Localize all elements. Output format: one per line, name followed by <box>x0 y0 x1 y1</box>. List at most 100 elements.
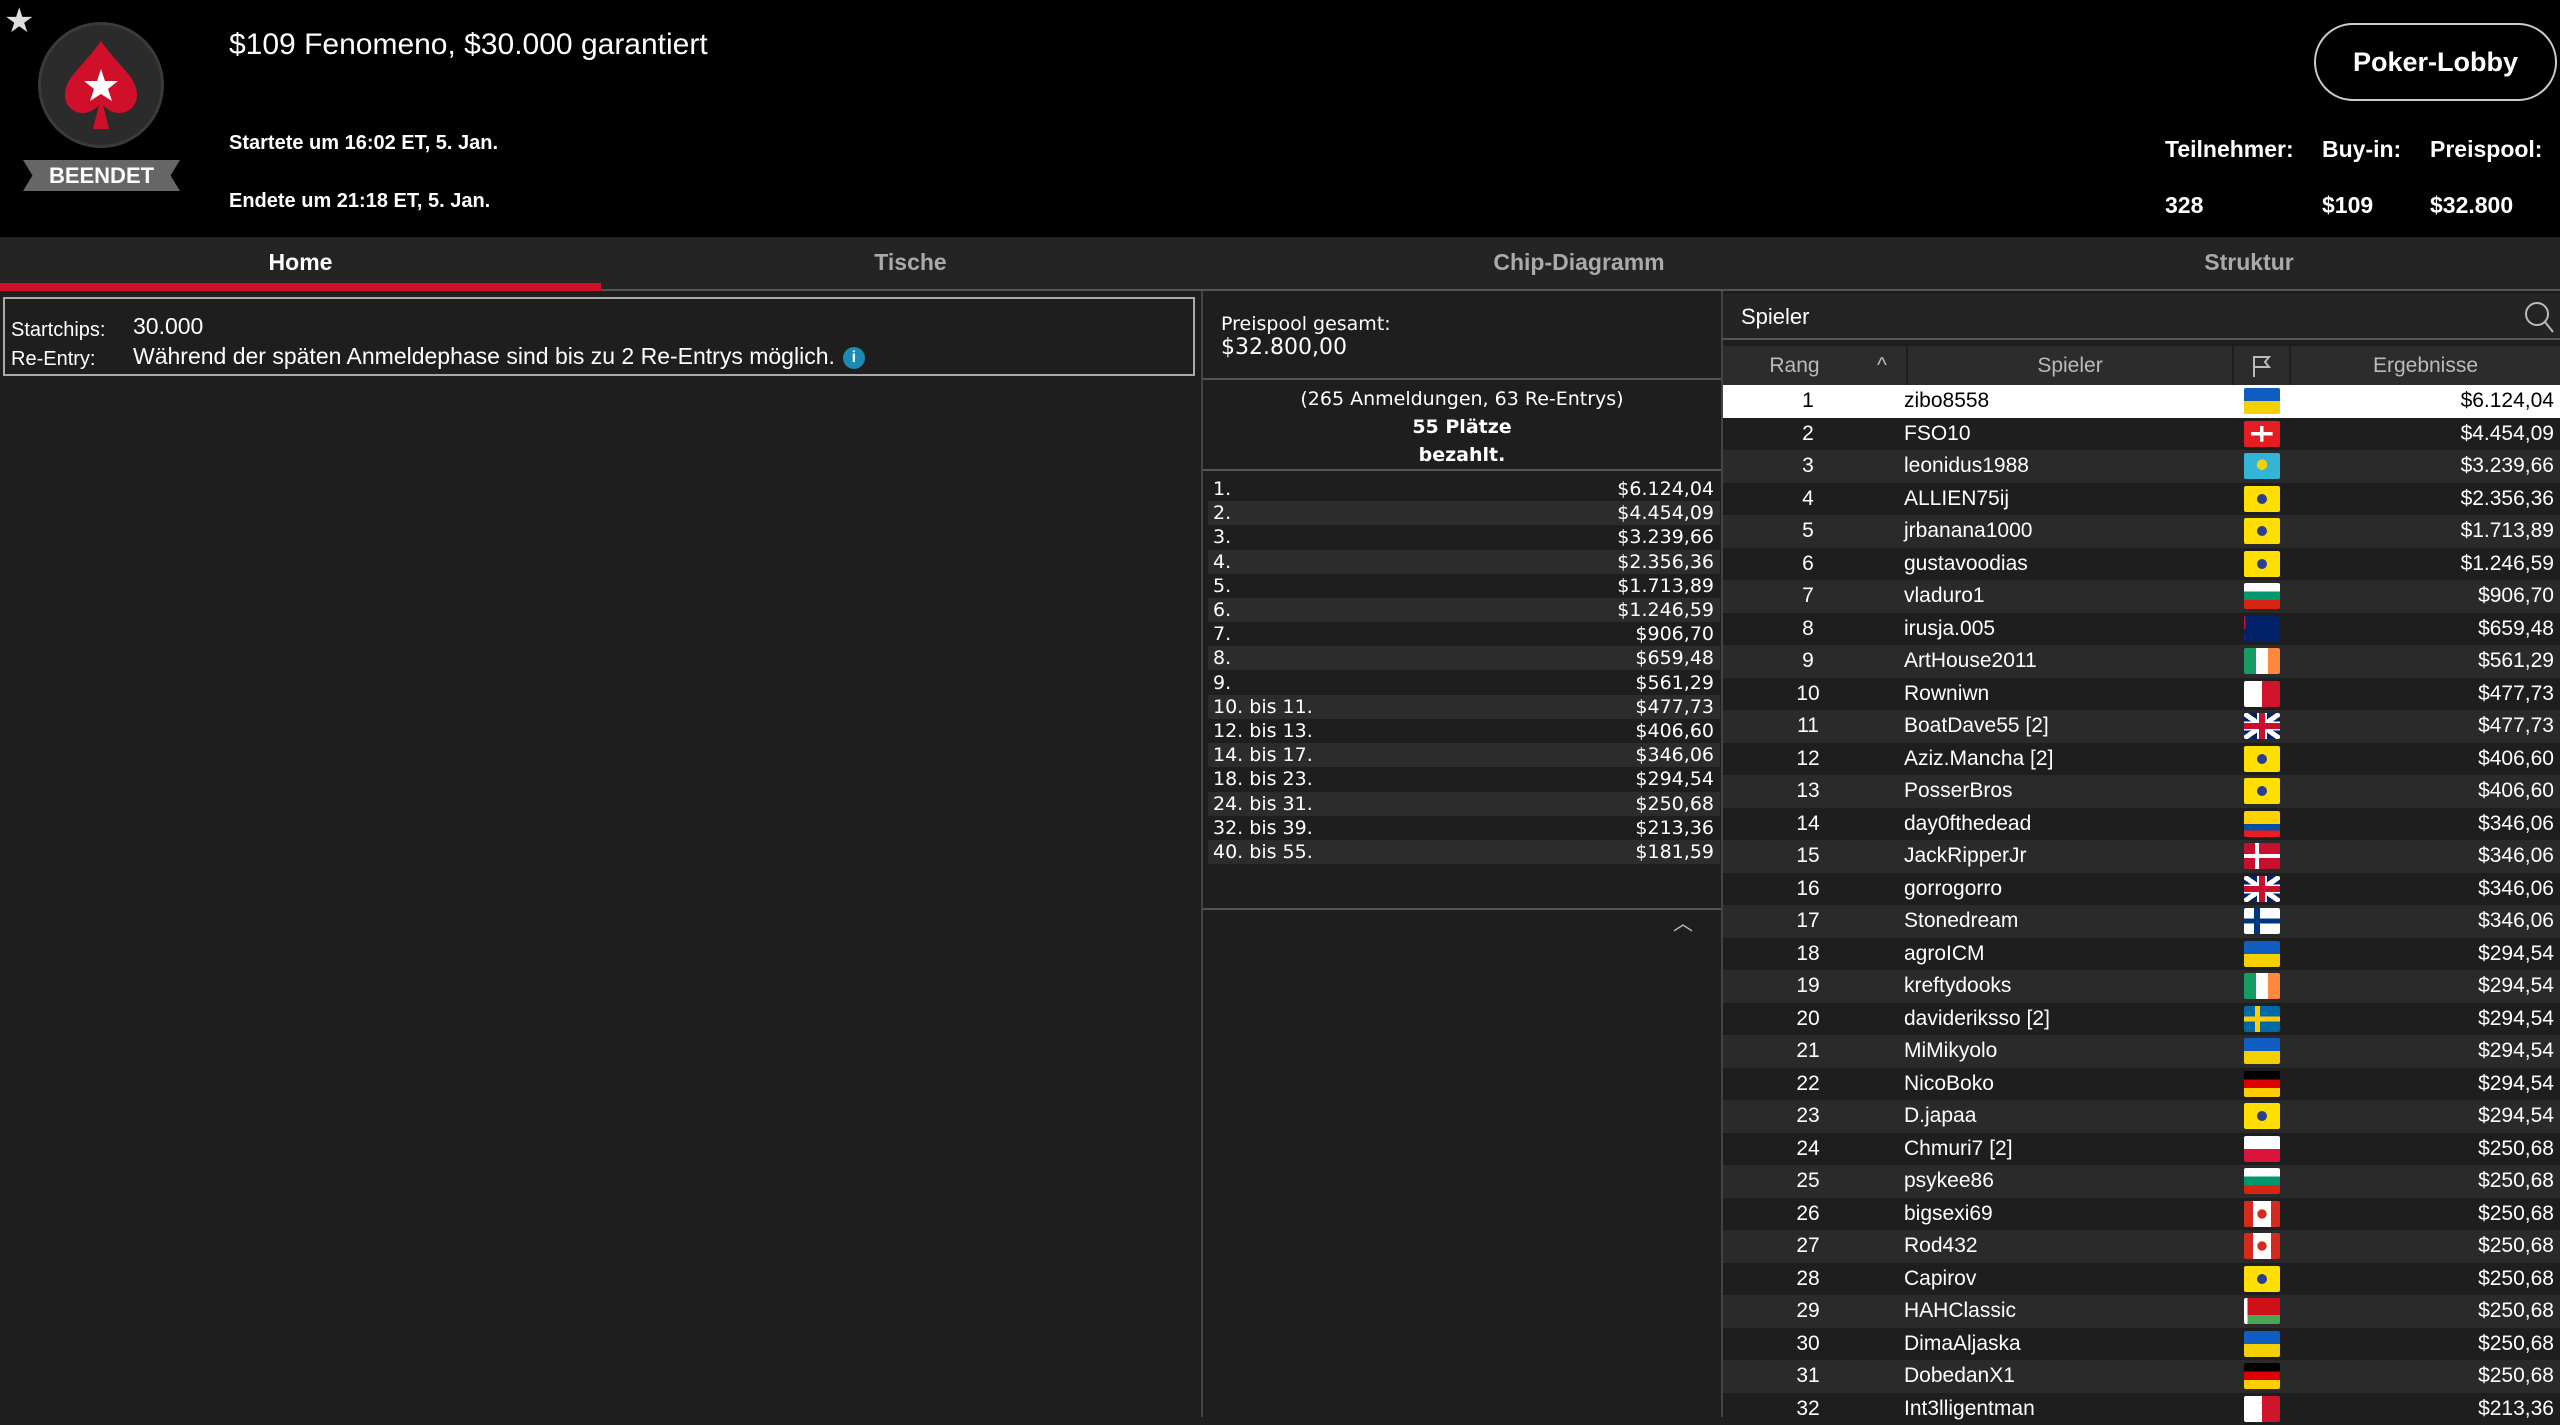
column-results[interactable]: Ergebnisse <box>2291 346 2560 385</box>
player-name[interactable]: ALLIEN75ij <box>1904 483 2009 516</box>
player-name[interactable]: gustavoodias <box>1904 548 2028 581</box>
reentry-label: Re-Entry: <box>11 348 95 371</box>
player-name[interactable]: JackRipperJr <box>1904 840 2027 873</box>
player-result: $250,68 <box>2478 1360 2554 1393</box>
player-name[interactable]: Rowniwn <box>1904 678 1989 711</box>
player-name[interactable]: Aziz.Mancha [2] <box>1904 743 2053 776</box>
player-result: $250,68 <box>2478 1295 2554 1328</box>
column-rank[interactable]: Rang ^ <box>1723 346 1908 385</box>
player-result: $346,06 <box>2478 905 2554 938</box>
player-name[interactable]: irusja.005 <box>1904 613 1995 646</box>
player-name[interactable]: Chmuri7 [2] <box>1904 1133 2013 1166</box>
player-row[interactable]: 18 agroICM $294,54 <box>1723 938 2560 971</box>
player-rank: 5 <box>1723 515 1893 548</box>
player-rank: 18 <box>1723 938 1893 971</box>
player-rank: 23 <box>1723 1100 1893 1133</box>
player-name[interactable]: zibo8558 <box>1904 385 1989 418</box>
player-name[interactable]: PosserBros <box>1904 775 2013 808</box>
player-name[interactable]: Stonedream <box>1904 905 2018 938</box>
player-name[interactable]: vladuro1 <box>1904 580 1985 613</box>
de-flag-icon <box>2244 1363 2280 1389</box>
column-player[interactable]: Spieler <box>1908 346 2234 385</box>
search-icon[interactable] <box>2523 300 2555 334</box>
player-name[interactable]: MiMikyolo <box>1904 1035 1997 1068</box>
tab-structure[interactable]: Struktur <box>1938 237 2560 291</box>
player-name[interactable]: Rod432 <box>1904 1230 1978 1263</box>
player-name[interactable]: agroICM <box>1904 938 1985 971</box>
payout-row: 6.$1.246,59 <box>1208 598 1720 622</box>
player-rank: 27 <box>1723 1230 1893 1263</box>
favorite-star-icon[interactable]: ★ <box>4 4 34 38</box>
player-name[interactable]: leonidus1988 <box>1904 450 2029 483</box>
player-name[interactable]: NicoBoko <box>1904 1068 1994 1101</box>
player-name[interactable]: gorrogorro <box>1904 873 2002 906</box>
br-flag-globe <box>2257 1111 2267 1121</box>
player-name[interactable]: jrbanana1000 <box>1904 515 2032 548</box>
player-search[interactable]: Spieler <box>1723 294 2560 340</box>
player-name[interactable]: BoatDave55 [2] <box>1904 710 2049 743</box>
payout-row: 40. bis 55.$181,59 <box>1208 840 1720 864</box>
player-rank: 25 <box>1723 1165 1893 1198</box>
player-name[interactable]: Int3lligentman <box>1904 1393 2035 1425</box>
payout-amount: $2.356,36 <box>1617 550 1714 574</box>
player-name[interactable]: day0fthedead <box>1904 808 2031 841</box>
info-icon[interactable]: i <box>843 347 865 369</box>
player-result: $406,60 <box>2478 775 2554 808</box>
tab-tables[interactable]: Tische <box>601 237 1220 291</box>
ca-flag-icon <box>2244 1201 2280 1227</box>
sort-ascending-icon[interactable]: ^ <box>1877 346 1887 385</box>
payout-amount: $3.239,66 <box>1617 525 1714 549</box>
player-name[interactable]: DobedanX1 <box>1904 1360 2015 1393</box>
player-name[interactable]: D.japaa <box>1904 1100 1976 1133</box>
player-name[interactable]: ArtHouse2011 <box>1904 645 2037 678</box>
player-name[interactable]: HAHClassic <box>1904 1295 2016 1328</box>
player-result: $294,54 <box>2478 938 2554 971</box>
tab-home[interactable]: Home <box>0 237 601 291</box>
player-name[interactable]: davideriksso [2] <box>1904 1003 2050 1036</box>
poker-lobby-button[interactable]: Poker-Lobby <box>2314 23 2557 101</box>
column-country[interactable] <box>2234 346 2291 385</box>
player-name[interactable]: FSO10 <box>1904 418 1971 451</box>
payout-row: 1.$6.124,04 <box>1208 477 1720 501</box>
tab-chip-chart[interactable]: Chip-Diagramm <box>1220 237 1938 291</box>
collapse-chevron-icon[interactable]: ︿ <box>1673 907 1693 936</box>
player-name[interactable]: bigsexi69 <box>1904 1198 1993 1231</box>
player-name[interactable]: DimaAljaska <box>1904 1328 2021 1361</box>
player-name[interactable]: Capirov <box>1904 1263 1976 1296</box>
column-rank-label: Rang <box>1769 354 1819 377</box>
player-name[interactable]: kreftydooks <box>1904 970 2011 1003</box>
player-name[interactable]: psykee86 <box>1904 1165 1994 1198</box>
